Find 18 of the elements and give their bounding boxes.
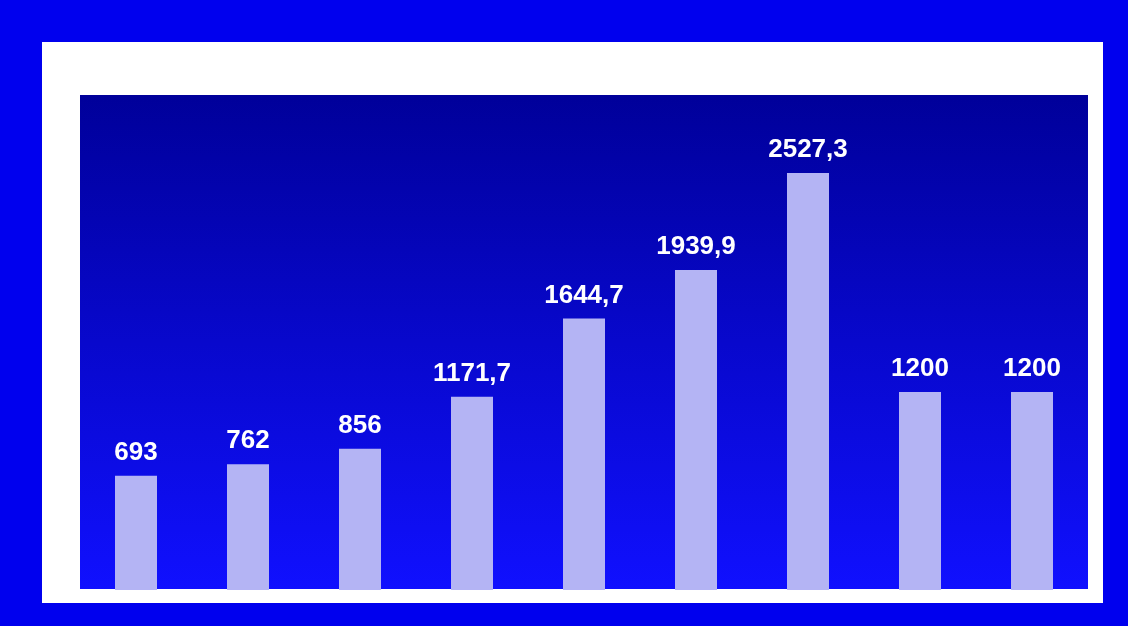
bar (451, 396, 493, 590)
bar (675, 269, 717, 590)
data-label: 693 (114, 435, 158, 466)
bar (899, 392, 941, 590)
data-label: 762 (226, 424, 270, 455)
data-label: 2527,3 (768, 133, 848, 163)
bar (563, 318, 605, 590)
bar (339, 448, 381, 590)
bar (1011, 392, 1053, 590)
data-label: 1171,7 (432, 356, 512, 387)
data-label: 1939,9 (656, 229, 736, 260)
data-label: 1644,7 (544, 278, 624, 309)
data-label: 856 (338, 408, 382, 439)
bar (115, 475, 157, 590)
data-label: 1200 (1003, 352, 1061, 382)
bar (787, 173, 829, 590)
data-label: 1200 (891, 352, 949, 382)
bar (227, 464, 269, 590)
